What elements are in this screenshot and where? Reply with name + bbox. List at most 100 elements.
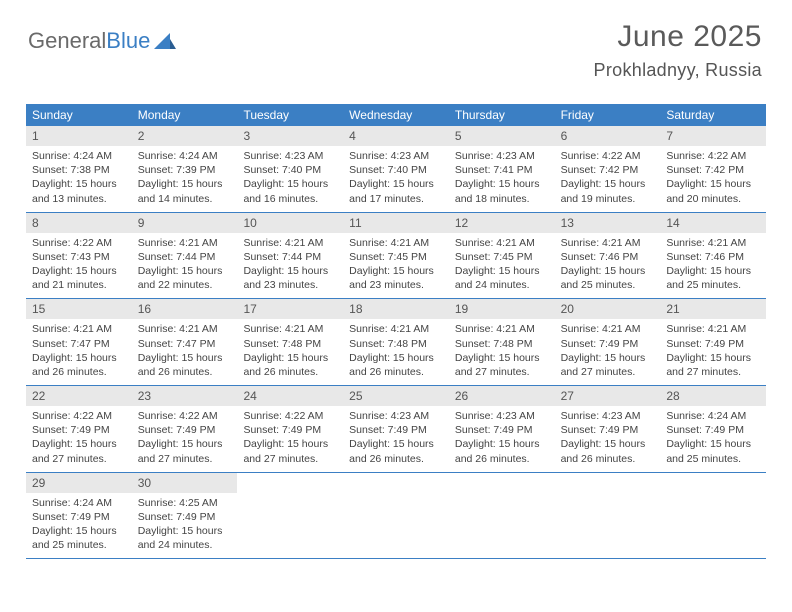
sunrise-line: Sunrise: 4:24 AM [666, 409, 760, 423]
day-number: 19 [449, 299, 555, 319]
day-info: Sunrise: 4:21 AMSunset: 7:49 PMDaylight:… [660, 319, 766, 379]
day-info: Sunrise: 4:21 AMSunset: 7:45 PMDaylight:… [449, 233, 555, 293]
day-info: Sunrise: 4:22 AMSunset: 7:49 PMDaylight:… [237, 406, 343, 466]
day-number: 18 [343, 299, 449, 319]
calendar-day-cell: 5Sunrise: 4:23 AMSunset: 7:41 PMDaylight… [449, 126, 555, 212]
sunset-line: Sunset: 7:46 PM [561, 250, 655, 264]
day-info: Sunrise: 4:22 AMSunset: 7:42 PMDaylight:… [660, 146, 766, 206]
daylight-line: Daylight: 15 hours and 25 minutes. [561, 264, 655, 292]
daylight-line: Daylight: 15 hours and 21 minutes. [32, 264, 126, 292]
sunset-line: Sunset: 7:44 PM [243, 250, 337, 264]
sunrise-line: Sunrise: 4:22 AM [138, 409, 232, 423]
day-number: 25 [343, 386, 449, 406]
weekday-header: Thursday [449, 104, 555, 126]
calendar-day-cell: 22Sunrise: 4:22 AMSunset: 7:49 PMDayligh… [26, 386, 132, 472]
sunrise-line: Sunrise: 4:21 AM [666, 236, 760, 250]
day-number: 9 [132, 213, 238, 233]
day-number: 21 [660, 299, 766, 319]
day-info: Sunrise: 4:23 AMSunset: 7:41 PMDaylight:… [449, 146, 555, 206]
sunrise-line: Sunrise: 4:21 AM [243, 322, 337, 336]
calendar-day-cell: 28Sunrise: 4:24 AMSunset: 7:49 PMDayligh… [660, 386, 766, 472]
day-info: Sunrise: 4:23 AMSunset: 7:40 PMDaylight:… [237, 146, 343, 206]
weekday-header: Monday [132, 104, 238, 126]
sunrise-line: Sunrise: 4:21 AM [138, 322, 232, 336]
day-info: Sunrise: 4:22 AMSunset: 7:49 PMDaylight:… [26, 406, 132, 466]
sunset-line: Sunset: 7:39 PM [138, 163, 232, 177]
day-number: 23 [132, 386, 238, 406]
sunrise-line: Sunrise: 4:22 AM [243, 409, 337, 423]
daylight-line: Daylight: 15 hours and 26 minutes. [455, 437, 549, 465]
weekday-header: Saturday [660, 104, 766, 126]
sunset-line: Sunset: 7:45 PM [349, 250, 443, 264]
day-number: 16 [132, 299, 238, 319]
calendar-day-cell: 15Sunrise: 4:21 AMSunset: 7:47 PMDayligh… [26, 299, 132, 385]
day-info: Sunrise: 4:23 AMSunset: 7:49 PMDaylight:… [555, 406, 661, 466]
sunrise-line: Sunrise: 4:23 AM [561, 409, 655, 423]
sunrise-line: Sunrise: 4:22 AM [561, 149, 655, 163]
day-number: 1 [26, 126, 132, 146]
day-number: 5 [449, 126, 555, 146]
daylight-line: Daylight: 15 hours and 23 minutes. [349, 264, 443, 292]
sunrise-line: Sunrise: 4:23 AM [455, 409, 549, 423]
day-info: Sunrise: 4:24 AMSunset: 7:39 PMDaylight:… [132, 146, 238, 206]
daylight-line: Daylight: 15 hours and 17 minutes. [349, 177, 443, 205]
daylight-line: Daylight: 15 hours and 19 minutes. [561, 177, 655, 205]
sunrise-line: Sunrise: 4:22 AM [666, 149, 760, 163]
sunrise-line: Sunrise: 4:23 AM [349, 149, 443, 163]
day-info: Sunrise: 4:22 AMSunset: 7:42 PMDaylight:… [555, 146, 661, 206]
daylight-line: Daylight: 15 hours and 27 minutes. [666, 351, 760, 379]
sunset-line: Sunset: 7:40 PM [243, 163, 337, 177]
daylight-line: Daylight: 15 hours and 18 minutes. [455, 177, 549, 205]
sunset-line: Sunset: 7:49 PM [32, 510, 126, 524]
sunset-line: Sunset: 7:49 PM [138, 423, 232, 437]
day-info: Sunrise: 4:24 AMSunset: 7:38 PMDaylight:… [26, 146, 132, 206]
sunset-line: Sunset: 7:45 PM [455, 250, 549, 264]
day-info: Sunrise: 4:21 AMSunset: 7:49 PMDaylight:… [555, 319, 661, 379]
sunrise-line: Sunrise: 4:21 AM [243, 236, 337, 250]
day-info: Sunrise: 4:25 AMSunset: 7:49 PMDaylight:… [132, 493, 238, 553]
location-label: Prokhladnyy, Russia [594, 60, 762, 81]
calendar-day-cell: 20Sunrise: 4:21 AMSunset: 7:49 PMDayligh… [555, 299, 661, 385]
sunset-line: Sunset: 7:49 PM [666, 423, 760, 437]
sunrise-line: Sunrise: 4:22 AM [32, 409, 126, 423]
day-number: 13 [555, 213, 661, 233]
logo-word-blue: Blue [106, 28, 150, 54]
calendar-day-cell: 14Sunrise: 4:21 AMSunset: 7:46 PMDayligh… [660, 213, 766, 299]
brand-logo: GeneralBlue [28, 28, 176, 54]
day-number: 29 [26, 473, 132, 493]
day-number: 2 [132, 126, 238, 146]
day-number: 26 [449, 386, 555, 406]
empty-cell [555, 473, 661, 559]
calendar-day-cell: 26Sunrise: 4:23 AMSunset: 7:49 PMDayligh… [449, 386, 555, 472]
calendar-day-cell: 19Sunrise: 4:21 AMSunset: 7:48 PMDayligh… [449, 299, 555, 385]
daylight-line: Daylight: 15 hours and 27 minutes. [32, 437, 126, 465]
day-info: Sunrise: 4:21 AMSunset: 7:48 PMDaylight:… [343, 319, 449, 379]
sunrise-line: Sunrise: 4:21 AM [349, 322, 443, 336]
sunset-line: Sunset: 7:41 PM [455, 163, 549, 177]
sunrise-line: Sunrise: 4:23 AM [243, 149, 337, 163]
day-number: 10 [237, 213, 343, 233]
sunset-line: Sunset: 7:42 PM [561, 163, 655, 177]
daylight-line: Daylight: 15 hours and 25 minutes. [32, 524, 126, 552]
calendar-day-cell: 17Sunrise: 4:21 AMSunset: 7:48 PMDayligh… [237, 299, 343, 385]
sunset-line: Sunset: 7:43 PM [32, 250, 126, 264]
weekday-header: Tuesday [237, 104, 343, 126]
sunrise-line: Sunrise: 4:21 AM [138, 236, 232, 250]
day-info: Sunrise: 4:21 AMSunset: 7:44 PMDaylight:… [132, 233, 238, 293]
day-info: Sunrise: 4:22 AMSunset: 7:43 PMDaylight:… [26, 233, 132, 293]
sunrise-line: Sunrise: 4:24 AM [32, 149, 126, 163]
daylight-line: Daylight: 15 hours and 26 minutes. [349, 351, 443, 379]
daylight-line: Daylight: 15 hours and 26 minutes. [561, 437, 655, 465]
day-number: 20 [555, 299, 661, 319]
calendar-week-row: 8Sunrise: 4:22 AMSunset: 7:43 PMDaylight… [26, 213, 766, 300]
calendar-day-cell: 12Sunrise: 4:21 AMSunset: 7:45 PMDayligh… [449, 213, 555, 299]
sunrise-line: Sunrise: 4:21 AM [561, 236, 655, 250]
daylight-line: Daylight: 15 hours and 27 minutes. [138, 437, 232, 465]
sunset-line: Sunset: 7:48 PM [243, 337, 337, 351]
calendar-day-cell: 16Sunrise: 4:21 AMSunset: 7:47 PMDayligh… [132, 299, 238, 385]
day-number: 27 [555, 386, 661, 406]
calendar-day-cell: 29Sunrise: 4:24 AMSunset: 7:49 PMDayligh… [26, 473, 132, 559]
calendar-day-cell: 24Sunrise: 4:22 AMSunset: 7:49 PMDayligh… [237, 386, 343, 472]
calendar-day-cell: 27Sunrise: 4:23 AMSunset: 7:49 PMDayligh… [555, 386, 661, 472]
logo-word-general: General [28, 28, 106, 54]
